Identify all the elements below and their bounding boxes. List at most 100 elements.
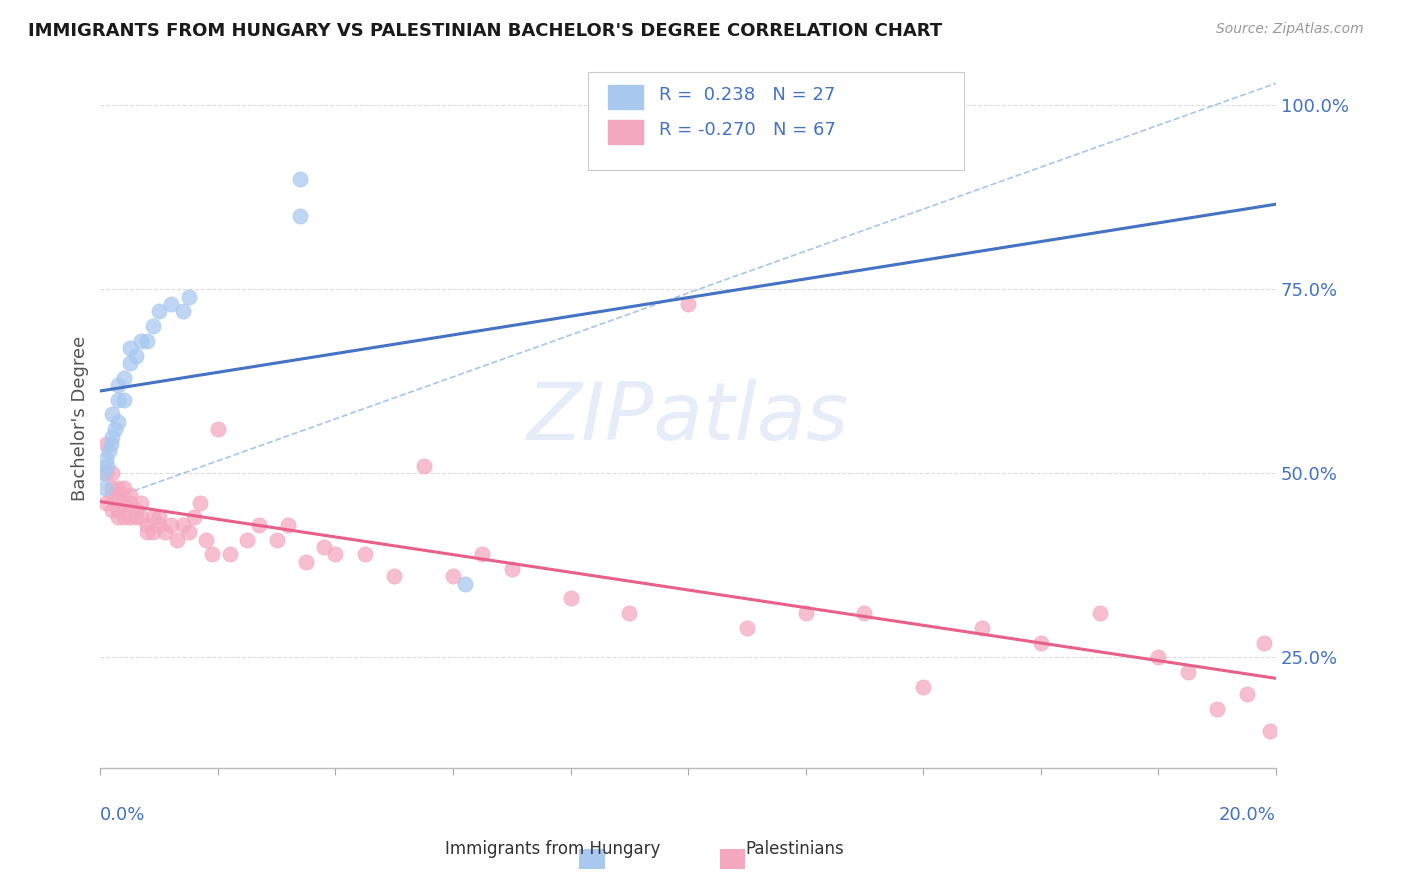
Point (100, 437, 122, 451)
Point (266, 533, 288, 547)
Point (201, 547, 224, 561)
Point (94, 481, 117, 495)
Bar (609, 120, 644, 144)
Point (454, 576, 477, 591)
Point (676, 297, 699, 311)
Point (107, 488, 129, 502)
Point (136, 517, 159, 532)
Text: 0.0%: 0.0% (100, 806, 146, 824)
Point (160, 297, 183, 311)
Point (501, 562, 523, 576)
Point (107, 415, 129, 429)
Point (96, 458, 118, 473)
Point (1177, 665, 1199, 679)
Point (136, 334, 159, 348)
Point (207, 422, 229, 436)
Point (101, 488, 124, 502)
Point (104, 422, 127, 436)
Point (91, 467, 114, 481)
Text: Immigrants from Hungary: Immigrants from Hungary (446, 840, 661, 858)
Point (142, 510, 165, 524)
Point (290, 209, 312, 223)
Point (148, 517, 170, 532)
Text: Palestinians: Palestinians (745, 840, 844, 858)
FancyBboxPatch shape (588, 72, 965, 169)
Point (107, 378, 129, 392)
Text: R = -0.270   N = 67: R = -0.270 N = 67 (659, 121, 835, 139)
Point (1206, 702, 1229, 716)
Point (101, 429, 124, 443)
Text: 20.0%: 20.0% (1219, 806, 1277, 824)
Point (236, 533, 259, 547)
Point (142, 525, 165, 540)
Point (118, 488, 141, 502)
Point (735, 621, 758, 635)
Point (1147, 650, 1170, 665)
Point (131, 510, 153, 524)
Point (177, 290, 200, 304)
Point (183, 510, 205, 524)
Point (124, 503, 146, 517)
Point (277, 517, 299, 532)
Point (118, 341, 141, 355)
Point (148, 510, 170, 524)
Point (96, 496, 118, 510)
Point (107, 510, 129, 524)
Point (131, 496, 153, 510)
Point (412, 458, 434, 473)
Point (96, 451, 118, 466)
Point (112, 370, 135, 384)
Point (107, 481, 129, 495)
Point (560, 591, 582, 606)
Point (354, 547, 377, 561)
Point (142, 319, 165, 334)
Point (96, 437, 118, 451)
Point (96, 467, 118, 481)
Point (101, 503, 124, 517)
Text: R =  0.238   N = 27: R = 0.238 N = 27 (659, 86, 835, 104)
Point (1088, 606, 1111, 620)
Point (124, 510, 146, 524)
Point (118, 496, 141, 510)
Point (195, 533, 218, 547)
Point (325, 547, 347, 561)
Point (382, 569, 405, 583)
Point (101, 408, 124, 422)
Point (112, 510, 135, 524)
Y-axis label: Bachelor's Degree: Bachelor's Degree (72, 335, 89, 500)
Point (166, 533, 188, 547)
Point (112, 496, 135, 510)
Point (118, 510, 141, 524)
Point (112, 481, 135, 495)
Point (295, 555, 318, 569)
Point (118, 356, 141, 370)
Point (218, 547, 240, 561)
Point (1029, 635, 1052, 649)
Point (290, 172, 312, 186)
Point (101, 467, 124, 481)
Text: IMMIGRANTS FROM HUNGARY VS PALESTINIAN BACHELOR'S DEGREE CORRELATION CHART: IMMIGRANTS FROM HUNGARY VS PALESTINIAN B… (28, 22, 942, 40)
Text: Source: ZipAtlas.com: Source: ZipAtlas.com (1216, 22, 1364, 37)
Point (177, 525, 200, 540)
Point (853, 606, 876, 620)
Point (124, 349, 146, 363)
Point (153, 525, 176, 540)
Point (172, 304, 194, 318)
Point (247, 517, 270, 532)
Point (136, 525, 159, 540)
Point (98, 444, 121, 458)
Point (312, 540, 335, 554)
Point (112, 392, 135, 407)
Point (107, 392, 129, 407)
Point (1236, 687, 1258, 701)
Bar (609, 85, 644, 109)
Text: ZIPatlas: ZIPatlas (527, 379, 849, 457)
Point (619, 606, 641, 620)
Point (970, 621, 993, 635)
Point (101, 481, 124, 495)
Point (441, 569, 464, 583)
Point (148, 304, 170, 318)
Point (160, 517, 183, 532)
Point (794, 606, 817, 620)
Point (188, 496, 211, 510)
